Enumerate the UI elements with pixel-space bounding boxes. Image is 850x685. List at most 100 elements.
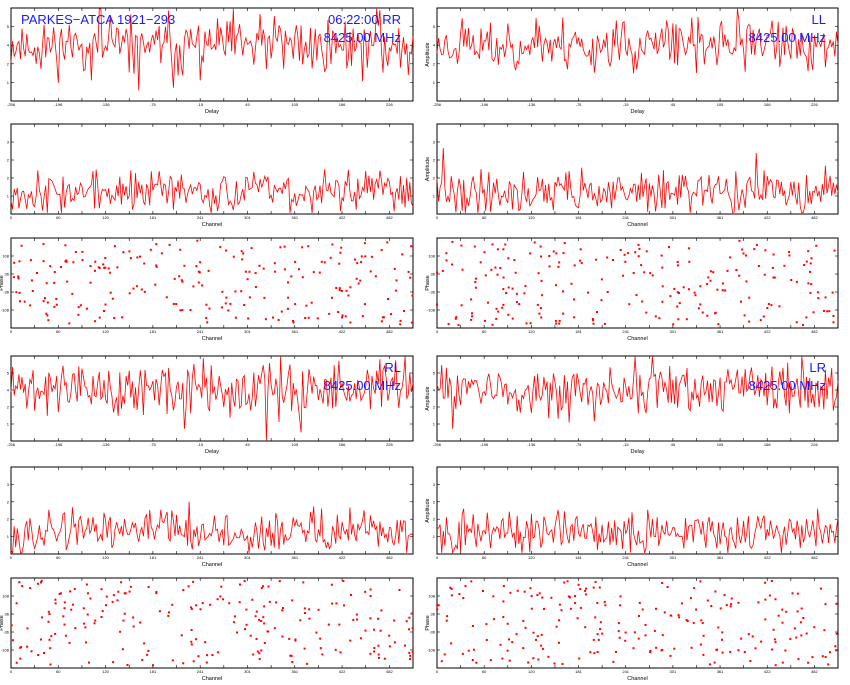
phase-point [595,258,598,261]
phase-point [532,657,535,660]
phase-point [334,648,337,651]
phase-point [751,635,754,638]
phase-point [809,262,812,265]
phase-point [766,307,769,309]
x-tick-label: 422 [764,215,771,220]
phase-point [328,312,331,315]
phase-point [89,281,92,284]
phase-point [281,609,284,612]
x-tick-label: -256 [7,442,16,447]
x-tick-label: 0 [436,555,439,560]
phase-point [72,261,75,264]
x-tick-label: 166 [339,442,346,447]
phase-point [464,585,467,588]
phase-point [15,661,18,664]
x-tick-label: 422 [764,669,771,674]
y-tick-label: 1 [7,534,10,539]
y-tick-label: 3 [433,140,436,145]
phase-point [537,272,540,275]
phase-point [254,615,257,618]
phase-point [817,297,820,300]
phase-point [17,275,20,278]
phase-point [394,289,397,292]
phase-point [320,260,323,263]
x-tick-label: 482 [811,329,818,334]
x-tick-label: -136 [102,442,111,447]
phase-point [81,259,84,262]
phase-point [499,267,502,269]
phase-point [547,655,550,658]
phase-point [692,621,695,624]
phase-point [339,651,342,654]
phase-point [77,313,80,316]
phase-point [795,321,798,324]
phase-point [87,592,89,595]
phase-point [530,595,533,598]
phase-point [535,638,537,641]
phase-point [777,614,780,617]
phase-point [764,581,767,584]
phase-point [596,602,599,604]
phase-point [624,260,627,263]
x-tick-label: -136 [102,102,111,107]
phase-point [393,641,396,644]
y-tick-label: -108 [427,648,436,653]
phase-point [729,256,732,259]
phase-point [199,261,202,264]
y-tick-label: 4 [433,388,436,393]
phase-point [369,270,372,273]
phase-point [304,612,306,614]
phase-point [46,301,49,304]
phase-point [475,277,477,280]
phase-point [260,620,263,622]
phase-point [789,637,792,640]
phase-point [451,263,453,266]
phase-point [357,282,360,285]
phase-point [42,260,45,263]
phase-point [561,663,564,665]
phase-point [562,252,565,255]
phase-point [310,301,313,304]
phase-point [54,602,57,605]
phase-point [793,627,796,630]
plot-frame [436,355,839,442]
phase-point [436,603,439,606]
phase-point [472,648,475,651]
phase-point [637,637,640,640]
phase-point [387,298,389,300]
phase-point [264,318,267,321]
y-tick-label: 4 [7,388,10,393]
phase-point [341,314,344,317]
phase-point [59,592,62,595]
phase-point [49,647,52,650]
phase-point [40,638,42,641]
phase-point [558,619,561,622]
phase-point [380,609,383,612]
phase-point [401,253,404,256]
y-tick-label: 2 [7,405,10,410]
phase-point [649,272,652,275]
phase-point [635,294,638,296]
phase-point [661,634,664,637]
phase-point [287,281,289,284]
phase-point [436,608,439,611]
x-tick-label: -75 [150,102,157,107]
phase-point [661,266,664,269]
phase-point [377,644,380,647]
phase-point [211,654,214,656]
x-tick-label: -136 [527,102,536,107]
phase-point [809,270,811,273]
phase-point [128,250,131,253]
phase-point [26,627,29,630]
phase-point [573,316,576,319]
phase-point [668,246,670,249]
phase-point [243,304,246,306]
phase-point [65,260,68,263]
x-axis-label: Channel [202,336,223,342]
phase-point [143,290,146,293]
phase-point [578,657,581,660]
phase-point [403,310,405,312]
x-tick-label: 482 [386,555,393,560]
phase-point [812,311,815,314]
phase-point [54,632,57,635]
